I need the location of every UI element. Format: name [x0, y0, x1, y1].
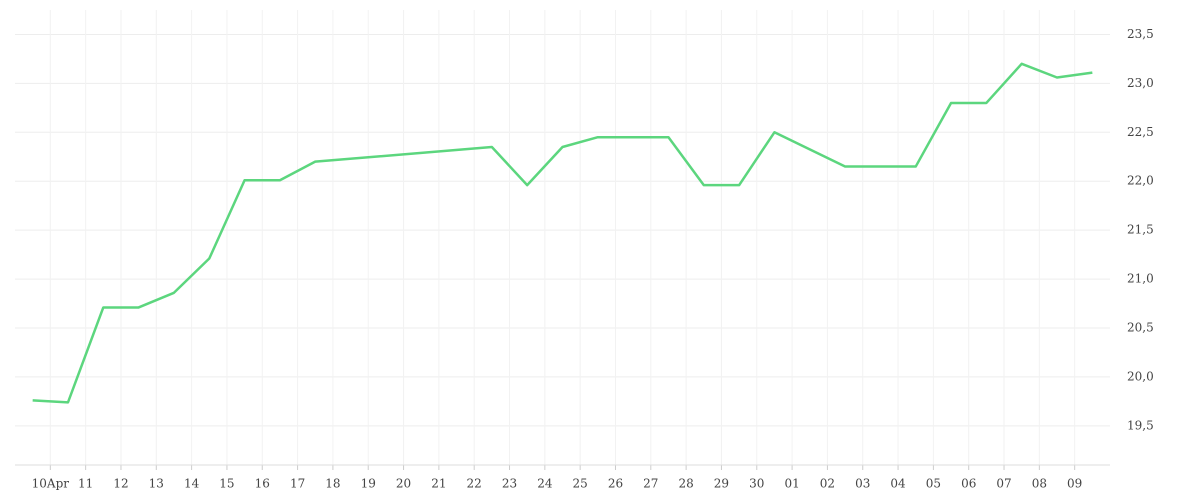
x-tick-label: 23 [502, 477, 517, 491]
x-tick-label: 24 [537, 477, 553, 491]
y-tick-label: 19,5 [1127, 418, 1154, 432]
x-tick-label: 26 [608, 477, 623, 491]
x-tick-label: 30 [749, 477, 764, 491]
y-tick-label: 23,0 [1127, 76, 1154, 90]
x-tick-label: 20 [396, 477, 411, 491]
x-tick-label: 06 [961, 477, 976, 491]
x-tick-label: 22 [467, 477, 482, 491]
x-tick-label: 16 [255, 477, 270, 491]
line-series [32, 62, 1093, 404]
x-tick-label: 05 [926, 477, 941, 491]
x-tick-label: 04 [890, 477, 906, 491]
x-tick-label: 03 [855, 477, 870, 491]
x-tick-label: 09 [1067, 477, 1082, 491]
y-tick-label: 21,0 [1127, 272, 1154, 286]
y-tick-label: 20,5 [1127, 321, 1154, 335]
plot-area [15, 10, 1110, 465]
y-tick-label: 20,0 [1127, 369, 1154, 383]
x-tick-label: 18 [325, 477, 340, 491]
x-tick-label: 27 [643, 477, 658, 491]
x-tick-label: 08 [1032, 477, 1047, 491]
x-tick-label: 15 [219, 477, 234, 491]
x-tick-label: 14 [184, 477, 200, 491]
x-tick-label: 19 [361, 477, 376, 491]
x-tick-label: 11 [78, 477, 93, 491]
x-tick-label: 12 [113, 477, 128, 491]
x-tick-label: 01 [784, 477, 799, 491]
x-tick-label: 07 [996, 477, 1011, 491]
x-tick-label: 13 [149, 477, 164, 491]
x-tick-label: 02 [820, 477, 835, 491]
x-tick-label: 28 [678, 477, 693, 491]
y-tick-label: 22,5 [1127, 125, 1154, 139]
y-tick-label: 22,0 [1127, 174, 1154, 188]
x-tick-label: 10Apr [32, 477, 70, 491]
x-tick-label: 17 [290, 477, 305, 491]
x-tick-label: 29 [714, 477, 729, 491]
y-tick-label: 21,5 [1127, 223, 1154, 237]
x-tick-label: 21 [431, 477, 446, 491]
x-tick-label: 25 [573, 477, 588, 491]
y-tick-label: 23,5 [1127, 27, 1154, 41]
